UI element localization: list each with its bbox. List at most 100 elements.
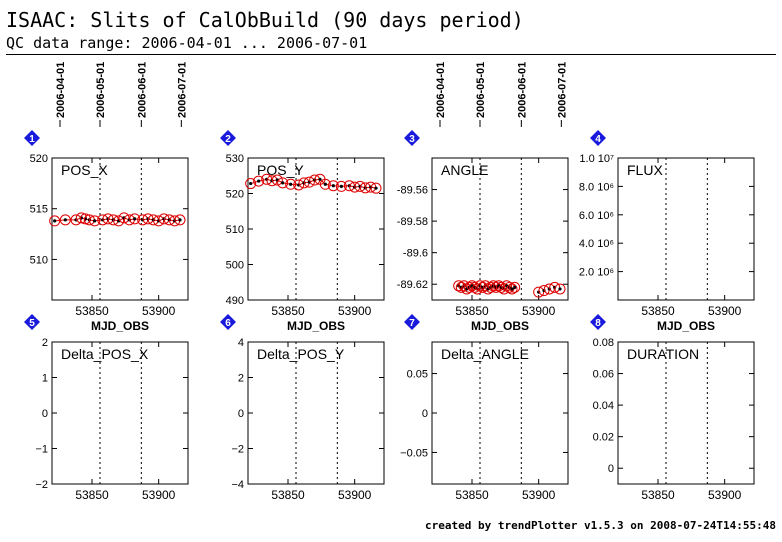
data-point-center bbox=[133, 217, 137, 221]
data-point bbox=[153, 215, 165, 227]
plot-panel-5: 53850 53900 −2 −1 0 1 2 Delta_POS_X 5 bbox=[24, 314, 189, 502]
data-point-center bbox=[339, 184, 343, 188]
data-point bbox=[118, 212, 130, 224]
data-point-center bbox=[93, 219, 97, 223]
plot-panel-6: 53850 53900 −4 −2 0 2 4 Delta_POS_Y 6 bbox=[220, 314, 385, 502]
y-tick-label: −1 bbox=[35, 444, 48, 456]
data-point-center bbox=[323, 182, 327, 186]
data-point bbox=[113, 215, 125, 227]
plot-index-label: 7 bbox=[409, 318, 415, 329]
x-axis-label: MJD_OBS bbox=[471, 319, 529, 333]
y-tick-label: −2 bbox=[231, 444, 244, 456]
x-tick-label: 53850 bbox=[455, 304, 489, 318]
data-point bbox=[509, 281, 521, 293]
x-tick-label: 53900 bbox=[708, 488, 742, 502]
y-tick-label: 0 bbox=[608, 463, 614, 475]
data-point-center bbox=[331, 184, 335, 188]
plot-frame bbox=[617, 341, 755, 485]
y-tick-label: -89.62 bbox=[397, 279, 428, 291]
plot-panel-3: 53850 53900 -89.56 -89.58 -89.6 -89.62 ANGLE MJ… bbox=[397, 130, 569, 333]
plot-index-label: 3 bbox=[409, 134, 415, 145]
data-point-center bbox=[289, 182, 293, 186]
data-point bbox=[477, 281, 489, 293]
data-point-center bbox=[178, 218, 182, 222]
date-axis-label: 2006-04-01 bbox=[55, 62, 67, 118]
plot-title: Delta_POS_X bbox=[61, 346, 149, 362]
data-point bbox=[469, 281, 481, 293]
x-axis-label: MJD_OBS bbox=[287, 319, 345, 333]
plot-panel-8: 53850 53900 0 0.02 0.04 0.06 0.08 DURATION 8 bbox=[590, 314, 755, 502]
title-divider bbox=[6, 54, 776, 55]
plot-frame bbox=[617, 157, 755, 301]
plot-index-badge bbox=[590, 130, 606, 146]
y-tick-label: 0 bbox=[238, 408, 244, 420]
y-tick-label: 530 bbox=[226, 153, 244, 165]
plot-title: Delta_ANGLE bbox=[441, 346, 529, 362]
data-point bbox=[533, 286, 545, 298]
plot-index-label: 4 bbox=[595, 134, 601, 145]
x-tick-label: 53900 bbox=[338, 488, 372, 502]
data-point bbox=[471, 283, 483, 295]
data-point bbox=[479, 280, 491, 292]
date-axis-label: 2006-04-01 bbox=[435, 62, 447, 118]
date-axis-label: 2006-07-01 bbox=[176, 62, 188, 118]
data-point bbox=[319, 178, 331, 190]
y-tick-label: 0.06 bbox=[593, 369, 614, 381]
y-tick-label: 515 bbox=[30, 204, 48, 216]
data-point bbox=[303, 176, 315, 188]
plot-frame bbox=[431, 157, 569, 301]
date-axis-label: 2006-06-01 bbox=[516, 62, 528, 118]
plot-title: POS_X bbox=[61, 162, 108, 178]
data-point bbox=[245, 178, 257, 190]
x-tick-label: 53900 bbox=[522, 488, 556, 502]
data-point bbox=[129, 213, 141, 225]
plot-index-label: 1 bbox=[29, 134, 35, 145]
plot-index-badge bbox=[220, 314, 236, 330]
data-point bbox=[285, 178, 297, 190]
plot-frame bbox=[51, 341, 189, 485]
data-point bbox=[370, 182, 382, 194]
date-axis-label: 2006-05-01 bbox=[95, 62, 107, 118]
y-tick-label: -89.58 bbox=[397, 216, 428, 228]
y-tick-label: 0.04 bbox=[593, 400, 614, 412]
plot-index-badge bbox=[24, 314, 40, 330]
x-tick-label: 53850 bbox=[271, 488, 305, 502]
y-tick-label: 6.0 10⁶ bbox=[579, 210, 614, 222]
data-point bbox=[501, 280, 513, 292]
data-point bbox=[461, 283, 473, 295]
data-point bbox=[498, 283, 510, 295]
y-tick-label: 520 bbox=[226, 189, 244, 201]
plot-frame bbox=[51, 157, 189, 301]
plot-index-badge bbox=[590, 314, 606, 330]
data-point bbox=[466, 280, 478, 292]
data-point bbox=[506, 283, 518, 295]
data-point bbox=[253, 175, 265, 187]
plot-index-label: 2 bbox=[225, 134, 231, 145]
plot-panel-2: 53850 53900 490 500 510 520 530 POS_Y MJD_OBS 2 bbox=[220, 130, 385, 333]
page-subtitle: QC data range: 2006-04-01 ... 2006-07-01 bbox=[6, 34, 368, 52]
data-point bbox=[89, 215, 101, 227]
plot-title: DURATION bbox=[627, 346, 699, 362]
x-tick-label: 53900 bbox=[708, 304, 742, 318]
date-axis-label: 2006-05-01 bbox=[475, 62, 487, 118]
y-tick-label: 2 bbox=[42, 337, 48, 349]
x-tick-label: 53850 bbox=[455, 488, 489, 502]
y-tick-label: −0.05 bbox=[400, 447, 428, 459]
data-point-center bbox=[513, 285, 517, 289]
y-tick-label: −2 bbox=[35, 479, 48, 491]
date-axis-label: 2006-07-01 bbox=[556, 62, 568, 118]
plot-panel-7: 53850 53900 −0.05 0 0.05 Delta_ANGLE 7 bbox=[400, 314, 569, 502]
y-tick-label: 490 bbox=[226, 295, 244, 307]
plot-index-badge bbox=[404, 314, 420, 330]
page-title: ISAAC: Slits of CalObBuild (90 days peri… bbox=[6, 8, 524, 32]
data-point bbox=[271, 174, 283, 186]
data-point-center bbox=[249, 181, 253, 186]
x-tick-label: 53850 bbox=[75, 488, 109, 502]
plot-index-label: 6 bbox=[225, 318, 231, 329]
series-line bbox=[54, 217, 181, 222]
data-point-center bbox=[510, 287, 514, 291]
y-tick-label: 4 bbox=[238, 337, 244, 349]
data-point bbox=[335, 180, 347, 192]
y-tick-label: 520 bbox=[30, 153, 48, 165]
